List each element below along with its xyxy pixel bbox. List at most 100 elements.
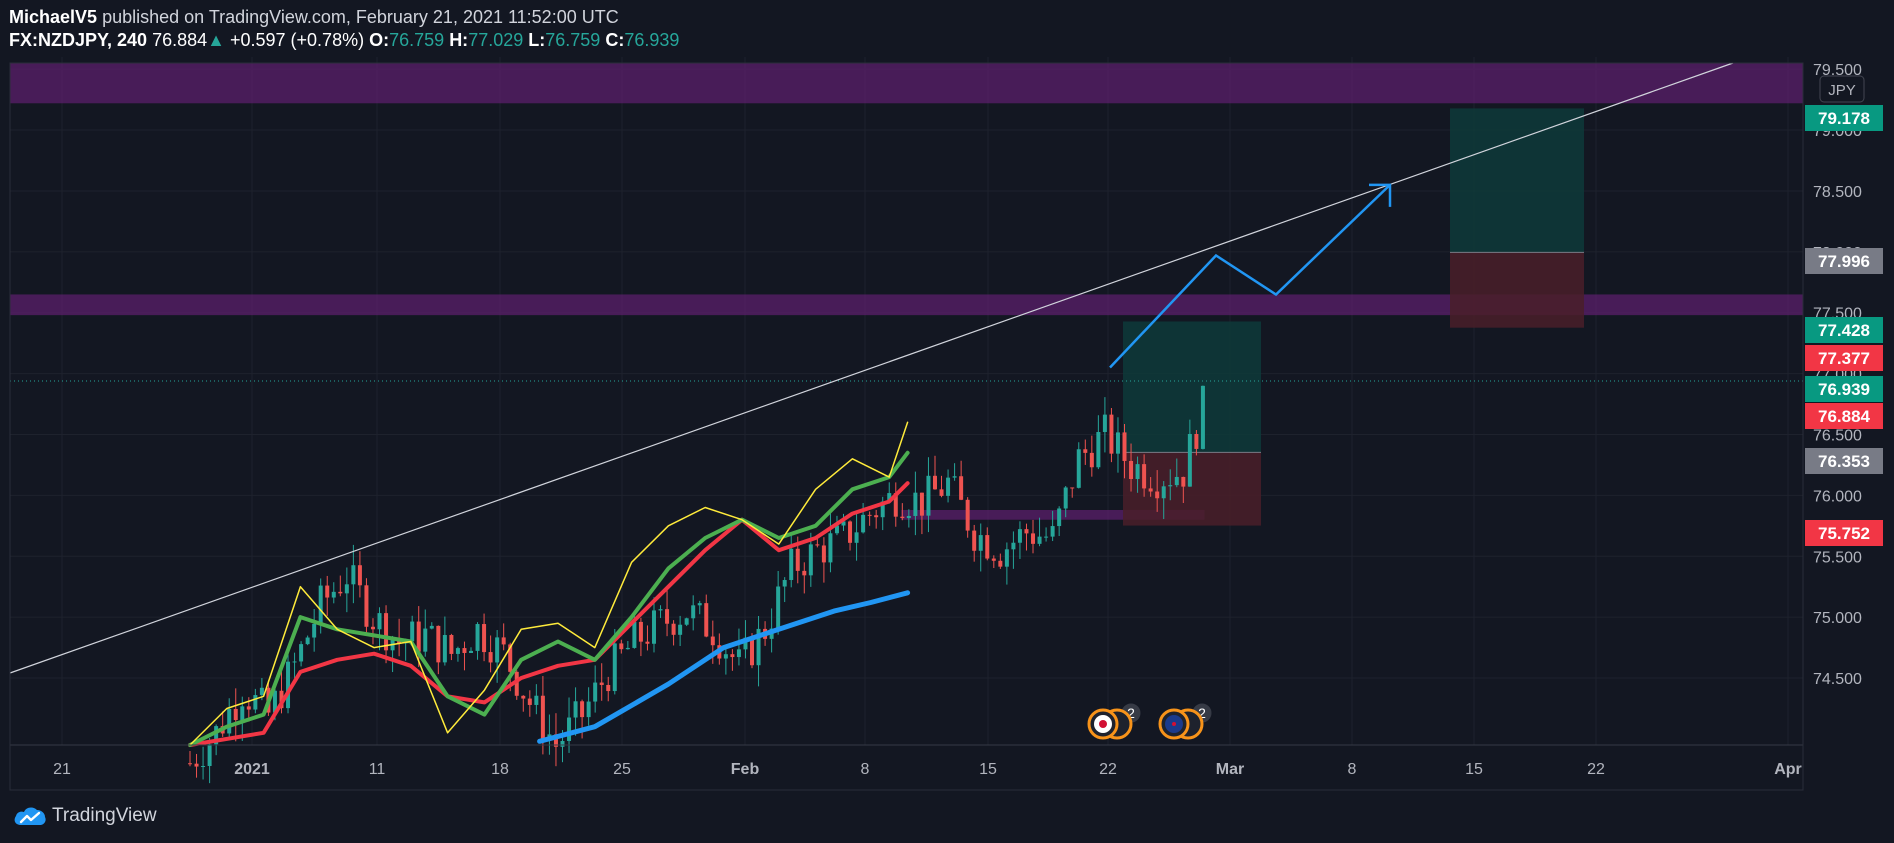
price-tick-label: 75.000 <box>1813 610 1862 627</box>
price-tick-label: 76.500 <box>1813 427 1862 444</box>
candle-body <box>1148 488 1153 492</box>
time-tick-label: 8 <box>1348 761 1357 778</box>
open-value: 76.759 <box>389 30 445 50</box>
position-target-zone[interactable] <box>1450 108 1584 253</box>
price-label-box <box>1805 448 1883 474</box>
price-tick-label: 76.000 <box>1813 488 1862 505</box>
candle-body <box>913 492 918 516</box>
price-tick-label: 75.500 <box>1813 549 1862 566</box>
candle-body <box>482 624 487 653</box>
candle-body <box>370 626 375 630</box>
candle-body <box>880 501 885 518</box>
candle-body <box>1142 464 1147 489</box>
candle-body <box>410 621 415 642</box>
candle-body <box>723 654 728 659</box>
candle-body <box>802 570 807 576</box>
candle-body <box>364 585 369 627</box>
footer: TradingView <box>12 802 157 830</box>
price-label-box <box>1805 248 1883 274</box>
candle-body <box>246 706 251 710</box>
price-label-text: 79.178 <box>1818 109 1870 128</box>
candle-body <box>599 682 604 685</box>
candle-body <box>665 609 670 624</box>
symbol-name[interactable]: FX:NZDJPY, 240 <box>9 30 148 50</box>
candle-body <box>606 684 611 692</box>
time-tick-label: Mar <box>1216 761 1244 778</box>
candle-body <box>1044 536 1049 538</box>
ma-fast-line <box>189 421 909 746</box>
candle-body <box>985 535 990 559</box>
candle-body <box>1076 449 1081 488</box>
candle-body <box>645 641 650 644</box>
candle-body <box>540 695 545 740</box>
price-label-text: 76.939 <box>1818 380 1870 399</box>
candle-body <box>462 648 467 653</box>
event-count: 2 <box>1127 705 1135 721</box>
candle-body <box>416 621 421 652</box>
price-change: +0.597 (+0.78%) <box>229 30 365 50</box>
candle-body <box>488 652 493 663</box>
candle-body <box>619 643 624 650</box>
candle-body <box>612 643 617 692</box>
event-count: 2 <box>1198 705 1206 721</box>
projection-arrow-path[interactable] <box>1109 183 1391 369</box>
time-tick-label: 18 <box>491 761 509 778</box>
candle-body <box>1168 485 1173 487</box>
candle-body <box>514 671 519 696</box>
drawings[interactable] <box>9 62 1803 674</box>
candle-body <box>991 558 996 561</box>
candle-body <box>952 476 957 478</box>
flag-dot <box>1172 722 1176 726</box>
close-value: 76.939 <box>624 30 680 50</box>
time-tick-label: 2021 <box>234 761 270 778</box>
trendline[interactable] <box>9 62 1734 674</box>
low-value: 76.759 <box>545 30 601 50</box>
candle-body <box>939 489 944 496</box>
candle-body <box>299 644 304 662</box>
candle-body <box>946 477 951 496</box>
candle-body <box>1004 549 1009 567</box>
candle-body <box>704 603 709 637</box>
candle-body <box>527 698 532 705</box>
candle-body <box>580 701 585 718</box>
candle-body <box>959 476 964 500</box>
price-tick-label: 78.500 <box>1813 184 1862 201</box>
currency-badge[interactable] <box>1819 75 1865 103</box>
candle-body <box>776 586 781 629</box>
candle-body <box>305 637 310 645</box>
candle-body <box>429 625 434 629</box>
position-tools[interactable] <box>1123 108 1584 526</box>
time-tick-label: 25 <box>613 761 631 778</box>
candle-body <box>318 585 323 624</box>
candle-body <box>1200 385 1205 449</box>
candle-body <box>384 613 389 651</box>
ma-slow-line <box>188 481 910 747</box>
candle-body <box>1109 414 1114 454</box>
candle-body <box>1089 452 1094 468</box>
candle-body <box>906 515 911 519</box>
candle-body <box>560 740 565 747</box>
price-label-text: 75.752 <box>1818 524 1870 543</box>
publish-line: MichaelV5 published on TradingView.com, … <box>9 6 679 29</box>
candle-body <box>1122 432 1127 461</box>
price-tick-label: 79.500 <box>1813 62 1862 79</box>
candle-body <box>1083 449 1088 453</box>
position-stop-zone[interactable] <box>1450 252 1584 328</box>
author-name[interactable]: MichaelV5 <box>9 7 98 27</box>
candle-body <box>1011 542 1016 550</box>
candle-body <box>919 492 924 516</box>
candle-body <box>815 544 820 546</box>
tradingview-cloud-icon[interactable] <box>12 803 48 829</box>
price-label-box <box>1805 105 1883 131</box>
symbol-line: FX:NZDJPY, 240 76.884▲ +0.597 (+0.78%) O… <box>9 29 679 52</box>
arrow-head-icon <box>1369 183 1392 207</box>
ma-mid-line <box>188 450 910 747</box>
price-label-text: 77.996 <box>1818 252 1870 271</box>
candle-body <box>854 532 859 543</box>
candle-body <box>756 628 761 666</box>
position-target-zone[interactable] <box>1123 321 1261 453</box>
footer-brand[interactable]: TradingView <box>52 805 157 826</box>
axes: 74.50075.00075.50076.00076.50077.00077.5… <box>9 62 1883 791</box>
